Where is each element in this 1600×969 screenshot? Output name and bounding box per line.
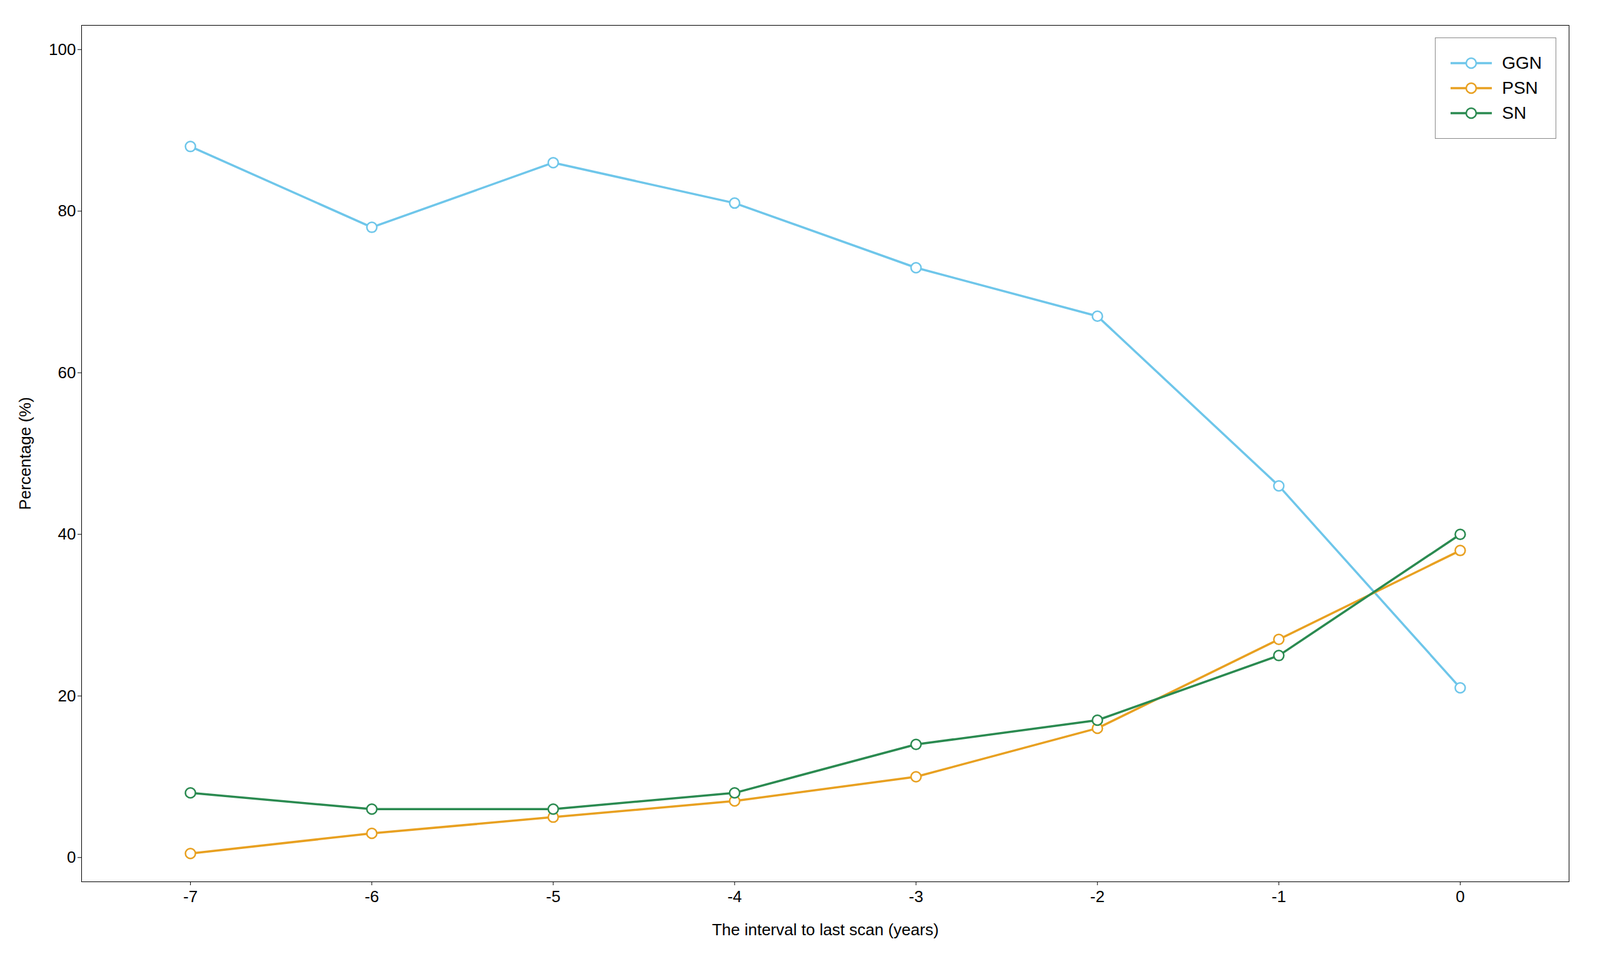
html-text:PSN: PSN [1501,78,1538,98]
html-text:GGN: GGN [1501,53,1542,73]
svg-text:-6: -6 [364,887,379,906]
svg-text:-5: -5 [545,887,561,906]
svg-text:-3: -3 [908,887,923,906]
svg-text:80: 80 [58,201,77,221]
svg-text:The interval to last scan (yea: The interval to last scan (years) [712,920,940,940]
svg-text:40: 40 [58,524,77,544]
svg-text:20: 20 [58,686,77,706]
svg-text:-4: -4 [727,887,742,906]
svg-text:100: 100 [48,40,76,59]
svg-text:-2: -2 [1090,887,1105,906]
svg-text:0: 0 [66,847,76,867]
svg-text:Percentage (%): Percentage (%) [15,397,35,511]
html-text:SN: SN [1501,103,1527,123]
svg-text:-1: -1 [1271,887,1287,906]
svg-text:60: 60 [58,363,77,383]
svg-text:-7: -7 [183,887,198,906]
svg-text:0: 0 [1455,887,1465,906]
